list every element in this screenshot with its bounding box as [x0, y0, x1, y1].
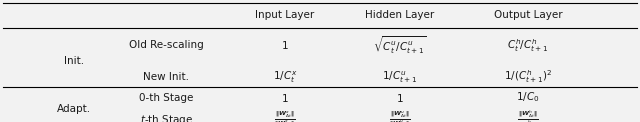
- Text: $\frac{\|\boldsymbol{W}_{\Delta t}^h\|}{\|\boldsymbol{W}_{\Delta 0}^h\|}$: $\frac{\|\boldsymbol{W}_{\Delta t}^h\|}{…: [517, 108, 539, 122]
- Text: Output Layer: Output Layer: [493, 10, 563, 20]
- Text: $1$: $1$: [281, 39, 289, 51]
- Text: Init.: Init.: [63, 56, 84, 66]
- Text: Adapt.: Adapt.: [56, 104, 91, 114]
- Text: $\frac{\|\boldsymbol{W}_{\Delta t}^u\|}{\|\boldsymbol{W}_{\Delta 0}^u\|}$: $\frac{\|\boldsymbol{W}_{\Delta t}^u\|}{…: [389, 109, 411, 122]
- Text: $1/C_t^x$: $1/C_t^x$: [273, 69, 297, 85]
- Text: $1/(C_{t+1}^h)^2$: $1/(C_{t+1}^h)^2$: [504, 68, 552, 85]
- Text: $\sqrt{C_t^u/C_{t+1}^u}$: $\sqrt{C_t^u/C_{t+1}^u}$: [373, 34, 427, 56]
- Text: $\frac{\|\boldsymbol{W}_{\Delta t}^x\|}{\|\boldsymbol{W}_{\Delta 0}^x\|}$: $\frac{\|\boldsymbol{W}_{\Delta t}^x\|}{…: [274, 109, 296, 122]
- Text: Hidden Layer: Hidden Layer: [365, 10, 435, 20]
- Text: $C_t^h/C_{t+1}^h$: $C_t^h/C_{t+1}^h$: [508, 37, 548, 54]
- Text: $t$-th Stage: $t$-th Stage: [140, 113, 193, 122]
- Text: New Init.: New Init.: [143, 72, 189, 82]
- Text: Old Re-scaling: Old Re-scaling: [129, 40, 204, 50]
- Text: $1/C_0$: $1/C_0$: [516, 91, 540, 105]
- Text: Input Layer: Input Layer: [255, 10, 314, 20]
- Text: $1/C_{t+1}^u$: $1/C_{t+1}^u$: [383, 69, 417, 85]
- Text: $1$: $1$: [396, 92, 404, 104]
- Text: 0-th Stage: 0-th Stage: [140, 93, 193, 103]
- Text: $1$: $1$: [281, 92, 289, 104]
